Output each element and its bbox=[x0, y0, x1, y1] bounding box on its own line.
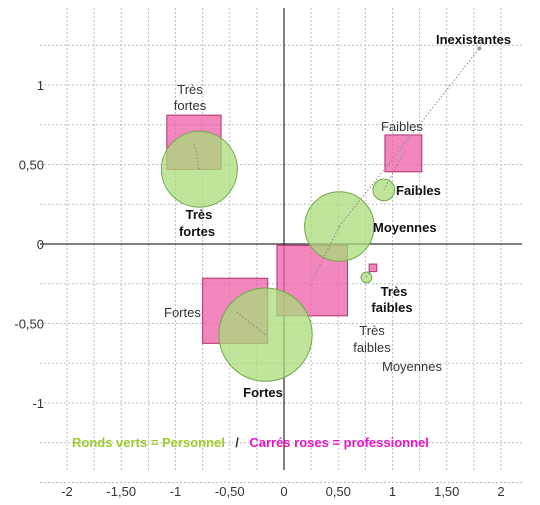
personnel-circle bbox=[160, 130, 238, 208]
label-perso-fortes: Fortes bbox=[243, 385, 283, 400]
connector-line bbox=[338, 48, 480, 227]
label-perso-tres-fortes-2: fortes bbox=[179, 224, 215, 239]
x-tick-label: -2 bbox=[61, 484, 73, 499]
label-pro-tres-fortes-2: fortes bbox=[174, 98, 207, 113]
label-pro-faibles: Faibles bbox=[381, 119, 423, 134]
legend: Ronds verts = Personnel / Carrés roses =… bbox=[72, 434, 429, 451]
label-pro-tres-fortes-1: Très bbox=[177, 82, 203, 97]
professionnel-square bbox=[368, 263, 378, 273]
x-tick-label: 2 bbox=[497, 484, 504, 499]
professionnel-square bbox=[384, 134, 423, 173]
tick-labels: -2 -1,50 -1 -0,50 0 0,50 1 1,50 2 1 0,50 0 -0,50 -1 bbox=[14, 78, 504, 499]
y-tick-label: -0,50 bbox=[14, 317, 44, 332]
y-tick-label: 1 bbox=[37, 78, 44, 93]
personnel-circles bbox=[160, 46, 481, 382]
legend-personnel: Ronds verts = Personnel bbox=[72, 435, 225, 450]
label-perso-tres-faibles-2: faibles bbox=[371, 300, 412, 315]
label-perso-moyennes: Moyennes bbox=[373, 220, 437, 235]
label-perso-faibles: Faibles bbox=[396, 183, 441, 198]
connector-line bbox=[311, 226, 340, 281]
x-tick-label: 1,50 bbox=[434, 484, 459, 499]
y-tick-label: 0 bbox=[37, 237, 44, 252]
label-inexistantes: Inexistantes bbox=[436, 32, 511, 47]
connector-line bbox=[193, 142, 200, 170]
x-tick-label: -0,50 bbox=[215, 484, 245, 499]
x-tick-label: -1,50 bbox=[106, 484, 136, 499]
axes bbox=[40, 8, 522, 470]
inexistantes-marker bbox=[477, 46, 482, 51]
legend-separator: / bbox=[235, 435, 239, 450]
legend-professionnel: Carrés roses = professionnel bbox=[249, 435, 429, 450]
x-tick-label: 0 bbox=[280, 484, 287, 499]
point-labels: Inexistantes Très fortes Faibles Faibles… bbox=[164, 32, 511, 400]
label-perso-tres-fortes-1: Très bbox=[186, 207, 213, 222]
label-pro-moyennes: Moyennes bbox=[382, 359, 442, 374]
label-pro-tres-faibles-2: faibles bbox=[353, 340, 391, 355]
svg-text:Ronds verts = Personnel: Ronds verts = Personnel / Carrés roses =… bbox=[72, 434, 429, 451]
x-tick-label: 1 bbox=[389, 484, 396, 499]
y-tick-label: 0,50 bbox=[19, 158, 44, 173]
connector-line bbox=[234, 310, 266, 336]
y-tick-label: -1 bbox=[32, 396, 44, 411]
connector-lines bbox=[193, 46, 482, 336]
x-tick-label: -1 bbox=[170, 484, 182, 499]
x-tick-label: 0,50 bbox=[326, 484, 351, 499]
label-perso-tres-faibles-1: Très bbox=[381, 284, 408, 299]
gridlines bbox=[40, 8, 522, 483]
label-pro-tres-faibles-1: Très bbox=[359, 323, 385, 338]
label-pro-fortes: Fortes bbox=[164, 305, 201, 320]
